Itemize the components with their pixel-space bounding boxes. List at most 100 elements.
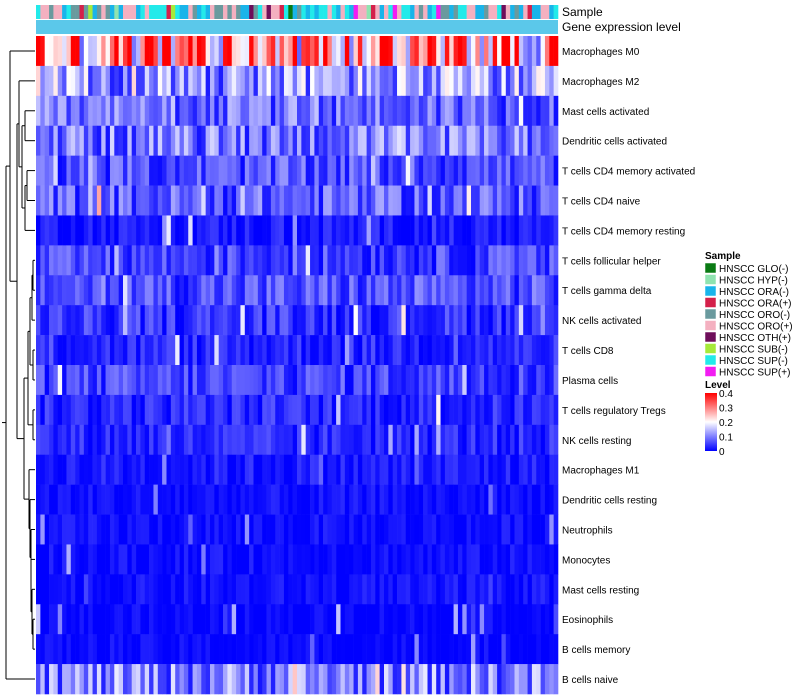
heatmap-cell: [540, 155, 546, 186]
heatmap-cell: [314, 424, 320, 456]
heatmap-cell: [92, 335, 98, 366]
heatmap-cell: [349, 454, 354, 485]
heatmap-cell: [157, 215, 163, 246]
heatmap-cell: [544, 65, 550, 97]
heatmap-cell: [362, 95, 367, 127]
heatmap-cell: [127, 65, 132, 97]
heatmap-cell: [153, 275, 159, 306]
heatmap-cell: [231, 544, 237, 575]
heatmap-cell: [188, 454, 193, 485]
heatmap-cell: [288, 454, 293, 485]
heatmap-cell: [423, 664, 428, 695]
heatmap-cell: [62, 275, 67, 306]
heatmap-cell: [153, 664, 159, 695]
heatmap-cell: [253, 185, 259, 216]
heatmap-cell: [501, 514, 507, 545]
row-label: NK cells activated: [562, 316, 641, 327]
heatmap-cell: [418, 335, 424, 366]
heatmap-cell: [66, 305, 72, 336]
heatmap-cell: [83, 305, 89, 336]
heatmap-cell: [505, 125, 511, 156]
heatmap-cell: [188, 424, 193, 456]
heatmap-cell: [114, 574, 119, 605]
heatmap-cell: [88, 365, 93, 396]
heatmap-cell: [536, 394, 541, 426]
heatmap-cell: [183, 215, 189, 246]
heatmap-cell: [266, 574, 272, 605]
heatmap-cell: [436, 394, 441, 426]
heatmap-cell: [270, 634, 276, 665]
heatmap-cell: [188, 574, 193, 605]
heatmap-cell: [57, 544, 63, 575]
heatmap-cell: [457, 424, 463, 456]
heatmap-cell: [210, 604, 215, 635]
sample-annotation-cell: [370, 5, 376, 19]
heatmap-cell: [549, 454, 554, 485]
heatmap-cell: [283, 65, 289, 97]
heatmap-cell: [53, 36, 59, 67]
heatmap-cell: [366, 634, 372, 665]
heatmap-cell: [57, 634, 63, 665]
heatmap-cell: [366, 664, 372, 695]
heatmap-cell: [179, 95, 185, 127]
heatmap-cell: [370, 65, 376, 97]
heatmap-cell: [323, 454, 328, 485]
heatmap-cell: [370, 95, 376, 127]
heatmap-cell: [440, 544, 446, 575]
heatmap-cell: [179, 215, 185, 246]
heatmap-cell: [366, 484, 372, 515]
heatmap-cell: [279, 365, 285, 396]
heatmap-cell: [353, 604, 359, 635]
level-colorbar: [705, 393, 717, 451]
heatmap-cell: [405, 544, 411, 575]
heatmap-cell: [349, 36, 354, 67]
heatmap-cell: [157, 275, 163, 306]
heatmap-cell: [536, 305, 541, 336]
heatmap-cell: [166, 424, 172, 456]
heatmap-cell: [379, 634, 385, 665]
heatmap-cell: [101, 514, 106, 545]
heatmap-cell: [275, 305, 280, 336]
heatmap-cell: [179, 305, 185, 336]
sample-annotation-cell: [536, 5, 541, 19]
heatmap-cell: [331, 454, 337, 485]
heatmap-cell: [123, 305, 128, 336]
heatmap-cell: [344, 634, 350, 665]
heatmap-cell: [288, 155, 293, 186]
heatmap-cell: [388, 155, 393, 186]
heatmap-cell: [175, 215, 180, 246]
heatmap-cell: [57, 305, 63, 336]
heatmap-cell: [144, 634, 150, 665]
heatmap-cell: [536, 454, 541, 485]
heatmap-cell: [318, 245, 324, 276]
heatmap-cell: [297, 484, 302, 515]
heatmap-cell: [162, 544, 167, 575]
heatmap-cell: [279, 424, 285, 456]
heatmap-cell: [266, 664, 272, 695]
heatmap-cell: [505, 424, 511, 456]
heatmap-cell: [431, 245, 437, 276]
heatmap-cell: [131, 634, 137, 665]
heatmap-cell: [223, 155, 228, 186]
heatmap-cell: [205, 245, 211, 276]
heatmap-cell: [544, 574, 550, 605]
heatmap-cell: [83, 335, 89, 366]
heatmap-cell: [40, 65, 45, 97]
heatmap-cell: [244, 484, 250, 515]
heatmap-cell: [384, 305, 389, 336]
sample-annotation-cell: [66, 5, 72, 19]
heatmap-cell: [101, 245, 106, 276]
heatmap-cell: [40, 245, 45, 276]
heatmap-cell: [423, 335, 428, 366]
heatmap-cell: [370, 305, 376, 336]
heatmap-cell: [479, 365, 485, 396]
heatmap-cell: [497, 305, 502, 336]
heatmap-cell: [201, 634, 206, 665]
heatmap-cell: [105, 305, 111, 336]
row-label: Macrophages M2: [562, 77, 640, 88]
heatmap-cell: [66, 335, 72, 366]
heatmap-cell: [136, 275, 141, 306]
heatmap-cell: [501, 544, 507, 575]
heatmap-cell: [297, 215, 302, 246]
heatmap-cell: [236, 215, 241, 246]
